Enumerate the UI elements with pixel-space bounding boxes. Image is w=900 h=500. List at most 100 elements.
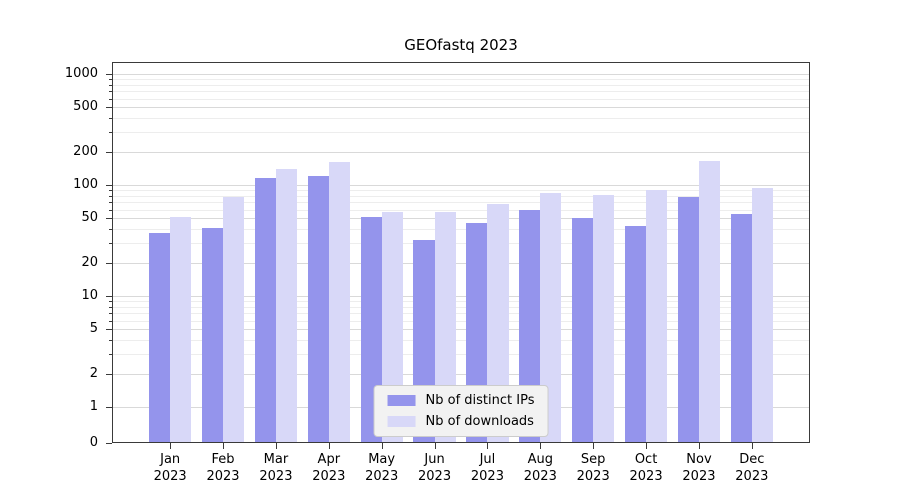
y-tick xyxy=(106,296,112,297)
minor-gridline xyxy=(112,301,810,303)
y-tick xyxy=(106,373,112,375)
y-minor-tick xyxy=(109,195,112,197)
plot-area: Nb of distinct IPs Nb of downloads xyxy=(112,62,810,443)
minor-gridline xyxy=(112,190,810,192)
y-minor-tick xyxy=(109,306,112,308)
minor-gridline xyxy=(112,209,810,211)
legend-item-distinct-ips: Nb of distinct IPs xyxy=(387,393,535,408)
major-gridline xyxy=(112,185,810,186)
y-minor-tick xyxy=(109,229,112,231)
y-tick xyxy=(106,443,112,444)
minor-gridline xyxy=(112,84,810,86)
x-tick-label: Aug 2023 xyxy=(523,452,557,484)
minor-gridline xyxy=(112,313,810,315)
y-minor-tick xyxy=(109,320,112,322)
major-gridline xyxy=(112,74,810,75)
y-minor-tick xyxy=(109,118,112,120)
minor-gridline xyxy=(112,306,810,308)
y-minor-tick xyxy=(109,354,112,356)
y-tick xyxy=(106,218,112,220)
legend-label-distinct-ips: Nb of distinct IPs xyxy=(425,393,535,408)
minor-gridline xyxy=(112,354,810,356)
minor-gridline xyxy=(112,202,810,204)
x-tick xyxy=(540,443,542,449)
minor-gridline xyxy=(112,243,810,245)
y-tick-label: 1000 xyxy=(64,66,98,81)
bar-nb-of-distinct-ips-dec xyxy=(730,213,752,443)
bar-nb-of-downloads-jan xyxy=(170,216,192,443)
x-tick-label: Mar 2023 xyxy=(259,452,293,484)
x-tick-label: Feb 2023 xyxy=(206,452,240,484)
minor-gridline xyxy=(112,132,810,134)
x-tick-label: Jan 2023 xyxy=(153,452,187,484)
bar-nb-of-downloads-sep xyxy=(593,194,615,443)
y-minor-tick xyxy=(109,301,112,303)
bar-nb-of-downloads-apr xyxy=(328,162,350,443)
x-tick xyxy=(751,443,753,449)
bar-nb-of-downloads-dec xyxy=(751,188,773,443)
x-tick xyxy=(646,443,648,449)
x-tick-label: Oct 2023 xyxy=(629,452,663,484)
y-tick-label: 2 xyxy=(89,365,98,381)
x-tick-label: Sep 2023 xyxy=(576,452,610,484)
legend: Nb of distinct IPs Nb of downloads xyxy=(373,385,549,437)
major-gridline xyxy=(112,218,810,220)
x-tick xyxy=(381,443,383,449)
y-tick-label: 20 xyxy=(81,254,98,270)
x-tick xyxy=(170,443,172,449)
legend-swatch-distinct-ips xyxy=(387,395,416,406)
y-tick xyxy=(106,151,112,153)
bar-nb-of-distinct-ips-jan xyxy=(149,232,171,443)
y-tick-label: 5 xyxy=(89,321,98,337)
y-tick xyxy=(106,107,112,109)
bar-nb-of-downloads-oct xyxy=(646,190,668,443)
x-tick xyxy=(328,443,330,449)
bar-nb-of-distinct-ips-sep xyxy=(572,218,594,443)
major-gridline xyxy=(112,107,810,109)
x-tick-label: Apr 2023 xyxy=(312,452,346,484)
major-gridline xyxy=(112,329,810,331)
x-tick-label: Jun 2023 xyxy=(418,452,452,484)
bar-nb-of-distinct-ips-nov xyxy=(677,196,699,443)
y-tick xyxy=(106,74,112,75)
x-tick-label: Jul 2023 xyxy=(470,452,504,484)
bar-nb-of-distinct-ips-mar xyxy=(254,178,276,443)
y-tick-label: 0 xyxy=(89,435,98,450)
major-gridline xyxy=(112,296,810,297)
x-tick xyxy=(698,443,700,449)
legend-swatch-downloads xyxy=(387,416,416,427)
minor-gridline xyxy=(112,98,810,100)
major-gridline xyxy=(112,262,810,264)
minor-gridline xyxy=(112,340,810,342)
bar-nb-of-distinct-ips-apr xyxy=(307,176,329,443)
y-minor-tick xyxy=(109,202,112,204)
y-tick-label: 100 xyxy=(73,177,98,192)
y-minor-tick xyxy=(109,79,112,81)
x-tick xyxy=(223,443,225,449)
y-minor-tick xyxy=(109,313,112,315)
minor-gridline xyxy=(112,320,810,322)
y-minor-tick xyxy=(109,91,112,93)
y-minor-tick xyxy=(109,84,112,86)
x-tick xyxy=(434,443,436,449)
major-gridline xyxy=(112,373,810,375)
x-tick-label: May 2023 xyxy=(365,452,399,484)
bar-nb-of-distinct-ips-aug xyxy=(519,210,541,443)
bar-nb-of-downloads-feb xyxy=(223,196,245,443)
minor-gridline xyxy=(112,195,810,197)
y-tick xyxy=(106,262,112,264)
minor-gridline xyxy=(112,229,810,231)
y-tick xyxy=(106,185,112,186)
y-tick-label: 200 xyxy=(73,143,98,159)
x-tick-label: Dec 2023 xyxy=(735,452,769,484)
y-tick-label: 500 xyxy=(73,99,98,115)
minor-gridline xyxy=(112,118,810,120)
y-minor-tick xyxy=(109,98,112,100)
y-tick-label: 1 xyxy=(89,399,98,414)
y-minor-tick xyxy=(109,340,112,342)
bar-nb-of-downloads-mar xyxy=(275,168,298,443)
x-tick xyxy=(487,443,489,449)
y-minor-tick xyxy=(109,243,112,245)
y-tick-label: 10 xyxy=(81,288,98,303)
